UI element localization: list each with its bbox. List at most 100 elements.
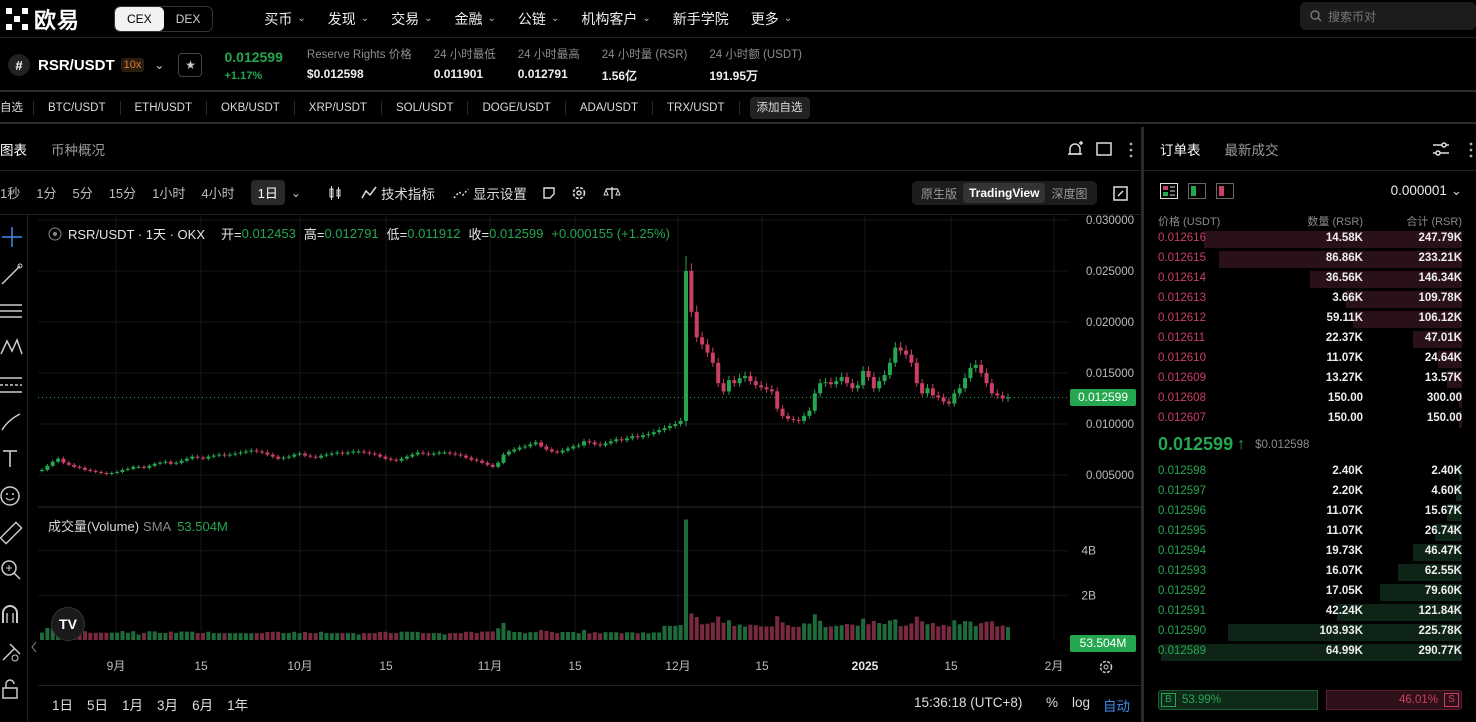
favorite-pair[interactable]: TRX/USDT: [653, 101, 740, 115]
brand-logo[interactable]: 欧易: [0, 3, 108, 35]
ask-row[interactable]: 0.012608 150.00 300.00: [1144, 389, 1476, 409]
percent-scale-button[interactable]: %: [1046, 695, 1059, 710]
window-icon[interactable]: [1096, 142, 1112, 156]
range-option[interactable]: 3月: [157, 698, 179, 713]
bid-row[interactable]: 0.012598 2.40K 2.40K: [1144, 462, 1476, 482]
tab-recent-trades[interactable]: 最新成交: [1224, 142, 1279, 158]
range-option[interactable]: 1年: [227, 698, 249, 713]
nav-item[interactable]: 公链 ⌄: [507, 9, 570, 29]
fullscreen-icon[interactable]: [1113, 186, 1128, 201]
ask-row[interactable]: 0.012611 22.37K 47.01K: [1144, 329, 1476, 349]
panel-divider[interactable]: [1141, 127, 1144, 722]
auto-scale-button[interactable]: 自动: [1103, 699, 1130, 714]
bid-row[interactable]: 0.012594 19.73K 46.47K: [1144, 542, 1476, 562]
bid-row[interactable]: 0.012596 11.07K 15.67K: [1144, 502, 1476, 522]
interval-option[interactable]: 4小时: [201, 186, 235, 201]
text-tool-icon[interactable]: [0, 447, 24, 471]
bid-row[interactable]: 0.012590 103.93K 225.78K: [1144, 622, 1476, 642]
add-favorite-button[interactable]: 添加自选: [749, 97, 810, 119]
favorite-pair[interactable]: DOGE/USDT: [468, 101, 566, 115]
lock-drawings-icon[interactable]: [0, 640, 24, 664]
tab-orderbook[interactable]: 订单表: [1160, 142, 1201, 158]
ask-row[interactable]: 0.012610 11.07K 24.64K: [1144, 349, 1476, 369]
ask-row[interactable]: 0.012615 86.86K 233.21K: [1144, 249, 1476, 269]
favorites-label[interactable]: 自选: [0, 101, 34, 115]
nav-item[interactable]: 更多 ⌄: [740, 9, 803, 29]
collapse-left-icon[interactable]: [30, 641, 38, 653]
nav-item[interactable]: 金融 ⌄: [444, 9, 507, 29]
favorite-pair[interactable]: ADA/USDT: [566, 101, 653, 115]
bid-row[interactable]: 0.012595 11.07K 26.74K: [1144, 522, 1476, 542]
favorite-pair[interactable]: SOL/USDT: [382, 101, 469, 115]
interval-option[interactable]: 1小时: [152, 186, 186, 201]
bid-row[interactable]: 0.012589 64.99K 290.77K: [1144, 642, 1476, 662]
range-option[interactable]: 5日: [87, 698, 109, 713]
crosshair-icon[interactable]: [0, 225, 24, 249]
more-vertical-icon[interactable]: [1468, 141, 1474, 159]
book-bids-icon[interactable]: [1188, 183, 1206, 199]
candle-type-icon[interactable]: [327, 185, 343, 201]
bid-row[interactable]: 0.012597 2.20K 4.60K: [1144, 482, 1476, 502]
favorite-pair[interactable]: OKB/USDT: [207, 101, 295, 115]
magnet-icon[interactable]: [0, 603, 24, 627]
ruler-icon[interactable]: [0, 521, 24, 545]
interval-option[interactable]: 1分: [36, 186, 57, 201]
log-scale-button[interactable]: log: [1072, 695, 1091, 710]
display-settings-button[interactable]: 显示设置: [453, 183, 527, 203]
chart-clock[interactable]: 15:36:18 (UTC+8): [914, 695, 1023, 710]
tab-dex[interactable]: DEX: [175, 11, 201, 26]
sliders-icon[interactable]: [1432, 141, 1450, 157]
bid-row[interactable]: 0.012593 16.07K 62.55K: [1144, 562, 1476, 582]
view-native[interactable]: 原生版: [921, 186, 958, 201]
search-input[interactable]: 搜索币对: [1300, 2, 1476, 30]
indicators-button[interactable]: 技术指标: [361, 183, 435, 203]
favorite-pair[interactable]: ETH/USDT: [121, 101, 207, 115]
pair-selector[interactable]: # RSR/USDT 10x ⌄: [0, 54, 164, 76]
nav-item[interactable]: 发现 ⌄: [317, 9, 380, 29]
interval-option[interactable]: 1日: [250, 180, 285, 205]
interval-option[interactable]: 15分: [108, 186, 137, 201]
axis-settings-icon[interactable]: [1098, 659, 1114, 675]
interval-option[interactable]: 5分: [72, 186, 93, 201]
fib-icon[interactable]: [0, 373, 24, 397]
zoom-icon[interactable]: [0, 558, 24, 582]
favorite-pair[interactable]: BTC/USDT: [34, 101, 121, 115]
brush-icon[interactable]: [0, 410, 24, 434]
more-vertical-icon[interactable]: [1128, 141, 1134, 159]
book-asks-icon[interactable]: [1216, 183, 1234, 199]
book-both-icon[interactable]: [1160, 183, 1178, 199]
lock-icon[interactable]: [0, 677, 24, 701]
ask-row[interactable]: 0.012613 3.66K 109.78K: [1144, 289, 1476, 309]
gear-icon[interactable]: [571, 185, 587, 201]
pattern-icon[interactable]: [0, 336, 24, 360]
ask-row[interactable]: 0.012612 59.11K 106.12K: [1144, 309, 1476, 329]
chevron-down-icon[interactable]: ⌄: [290, 185, 301, 200]
tab-cex[interactable]: CEX: [115, 6, 164, 31]
bid-row[interactable]: 0.012592 17.05K 79.60K: [1144, 582, 1476, 602]
ask-row[interactable]: 0.012616 14.58K 247.79K: [1144, 229, 1476, 249]
horizontal-lines-icon[interactable]: [0, 299, 24, 323]
view-tradingview[interactable]: TradingView: [963, 183, 1046, 203]
tab-coin-overview[interactable]: 币种概况: [51, 142, 105, 158]
ask-row[interactable]: 0.012609 13.27K 13.57K: [1144, 369, 1476, 389]
alert-bell-icon[interactable]: [1066, 141, 1084, 159]
range-option[interactable]: 6月: [192, 698, 214, 713]
range-option[interactable]: 1日: [52, 698, 74, 713]
nav-item[interactable]: 新手学院: [662, 9, 740, 29]
snapshot-icon[interactable]: [541, 185, 557, 201]
interval-option[interactable]: 1秒: [0, 186, 21, 201]
price-chart[interactable]: 0.030000 0.025000 0.020000 0.015000 0.010000…: [38, 215, 1141, 680]
ask-row[interactable]: 0.012607 150.00 150.00: [1144, 409, 1476, 429]
ask-row[interactable]: 0.012614 36.56K 146.34K: [1144, 269, 1476, 289]
favorite-pair[interactable]: XRP/USDT: [295, 101, 382, 115]
view-depth[interactable]: 深度图: [1051, 186, 1088, 201]
trendline-icon[interactable]: [0, 262, 24, 286]
tab-chart[interactable]: 图表: [0, 142, 27, 158]
tradingview-logo-icon[interactable]: TV: [51, 607, 85, 641]
nav-item[interactable]: 交易 ⌄: [380, 9, 443, 29]
nav-item[interactable]: 机构客户 ⌄: [570, 9, 661, 29]
compare-scale-icon[interactable]: [603, 185, 621, 201]
precision-select[interactable]: 0.000001 ⌄: [1391, 183, 1462, 199]
nav-item[interactable]: 买币 ⌄: [253, 9, 316, 29]
bid-row[interactable]: 0.012591 42.24K 121.84K: [1144, 602, 1476, 622]
